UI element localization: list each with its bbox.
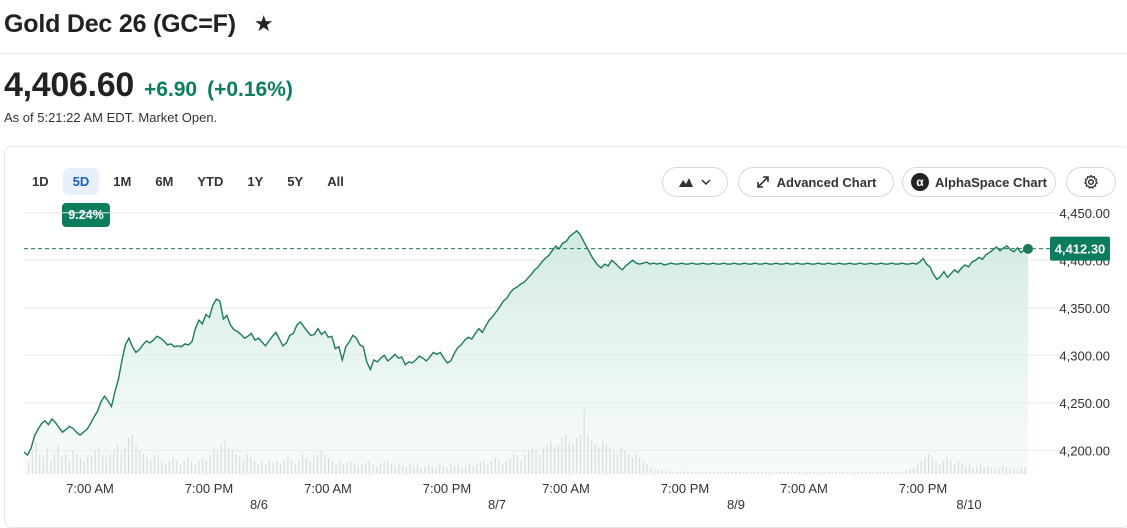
- star-icon[interactable]: ★: [253, 11, 274, 36]
- y-tick-label: 4,450.00: [1059, 206, 1110, 221]
- price-row: 4,406.60 +6.90 (+0.16%): [4, 66, 293, 105]
- last-price: 4,406.60: [4, 66, 134, 104]
- tab-6m[interactable]: 6M: [155, 174, 174, 189]
- tab-ytd[interactable]: YTD: [197, 174, 224, 189]
- quote-header: Gold Dec 26 (GC=F) ★: [4, 6, 274, 42]
- tab-1y[interactable]: 1Y: [247, 174, 264, 189]
- x-tick-label: 7:00 PM: [423, 481, 471, 496]
- x-tick-label: 7:00 PM: [185, 481, 233, 496]
- x-date-label: 8/9: [727, 497, 745, 512]
- tab-1m[interactable]: 1M: [113, 174, 132, 189]
- gear-icon: [1083, 174, 1099, 190]
- price-chart[interactable]: 4,450.004,400.004,350.004,300.004,250.00…: [0, 0, 1127, 517]
- x-date-label: 8/6: [250, 497, 268, 512]
- chart-settings-button[interactable]: [1066, 167, 1116, 197]
- x-tick-label: 7:00 AM: [304, 481, 352, 496]
- price-line: [23, 229, 1029, 457]
- x-tick-label: 7:00 PM: [661, 481, 709, 496]
- x-tick-label: 7:00 AM: [66, 481, 114, 496]
- tab-all[interactable]: All: [327, 174, 344, 189]
- market-time: As of 5:21:22 AM EDT. Market Open.: [4, 110, 218, 125]
- x-axis: 7:00 AM 7:00 PM 7:00 AM 7:00 PM 7:00 AM 7:00 …: [66, 481, 982, 512]
- x-date-label: 8/7: [488, 497, 506, 512]
- x-date-label: 8/10: [956, 497, 981, 512]
- expand-icon: [756, 175, 770, 189]
- y-tick-label: 4,250.00: [1059, 396, 1110, 411]
- advanced-chart-label: Advanced Chart: [776, 174, 877, 190]
- current-price-text: 4,412.30: [1055, 242, 1106, 257]
- page-title: Gold Dec 26 (GC=F): [4, 9, 236, 38]
- x-tick-label: 7:00 PM: [899, 481, 947, 496]
- tab-1d[interactable]: 1D: [32, 174, 49, 189]
- alphaspace-chart-label: AlphaSpace Chart: [935, 174, 1047, 190]
- price-change-percent: (+0.16%): [207, 78, 293, 101]
- header-divider: [0, 53, 1127, 54]
- price-area: [24, 230, 1028, 474]
- last-price-dot: [1023, 243, 1033, 254]
- current-price-label: 4,412.30: [1050, 236, 1110, 261]
- chart-type-button[interactable]: [662, 167, 728, 197]
- alphaspace-icon: α: [911, 173, 929, 191]
- advanced-chart-button[interactable]: Advanced Chart: [738, 167, 894, 197]
- chevron-down-icon: [701, 179, 711, 185]
- range-tabs: 1D 5D 1M 6M YTD 1Y 5Y All: [22, 168, 358, 195]
- alphaspace-chart-button[interactable]: α AlphaSpace Chart: [902, 167, 1056, 197]
- y-tick-label: 4,350.00: [1059, 301, 1110, 316]
- x-tick-label: 7:00 AM: [542, 481, 590, 496]
- y-tick-label: 4,300.00: [1059, 348, 1110, 363]
- y-tick-label: 4,200.00: [1059, 443, 1110, 458]
- x-tick-label: 7:00 AM: [780, 481, 828, 496]
- price-change: +6.90: [143, 78, 198, 101]
- tab-5d[interactable]: 5D: [62, 168, 100, 195]
- mountain-chart-icon: [679, 177, 693, 187]
- tab-5y[interactable]: 5Y: [287, 174, 304, 189]
- range-change-badge: 9.24%: [62, 203, 110, 227]
